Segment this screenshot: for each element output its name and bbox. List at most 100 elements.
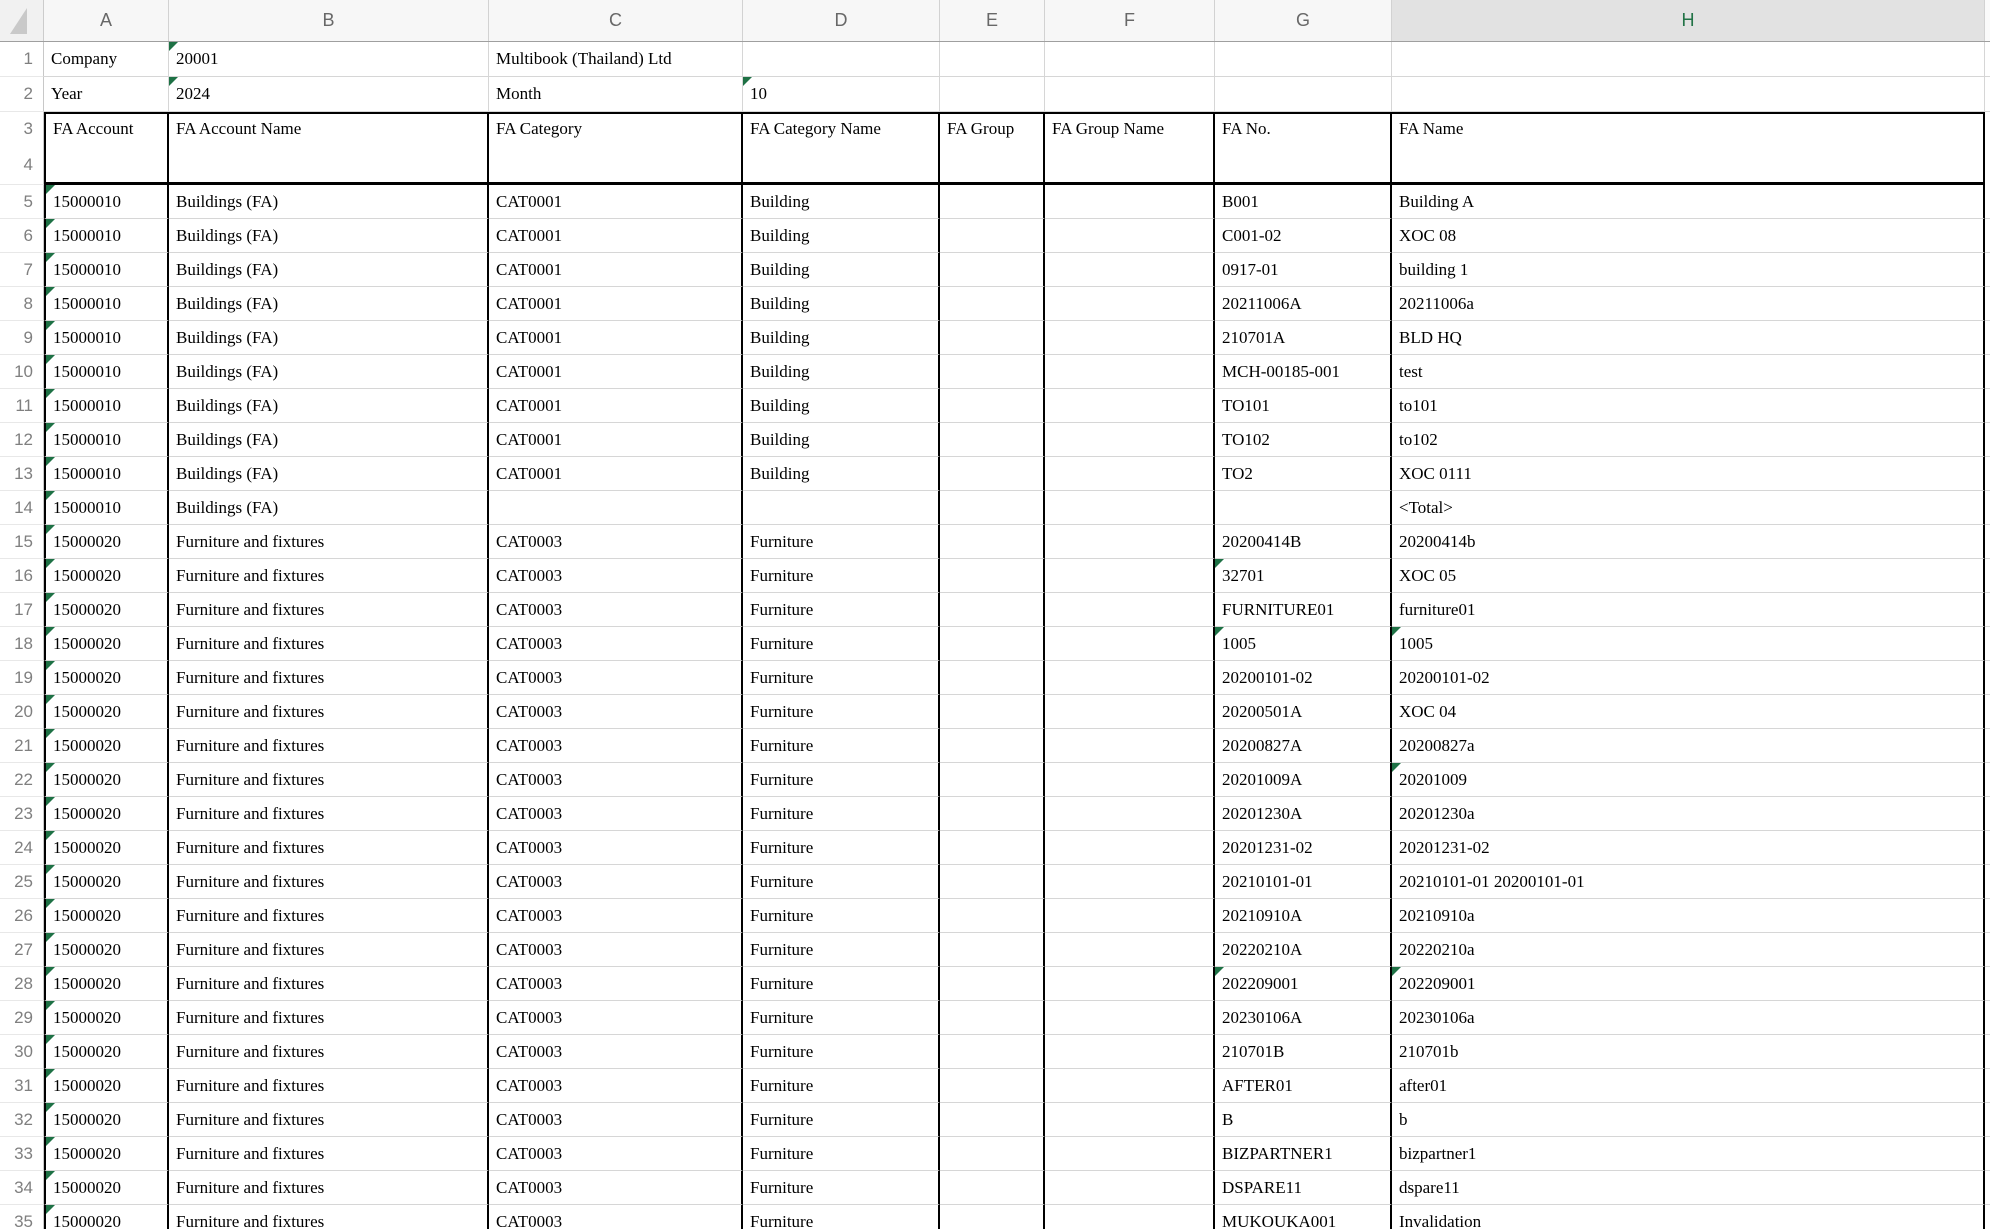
row-number-13[interactable]: 13: [0, 457, 44, 491]
cell-A7[interactable]: 15000010: [44, 253, 169, 287]
cell-A18[interactable]: 15000020: [44, 627, 169, 661]
cell-G28[interactable]: 202209001: [1215, 967, 1392, 1001]
cell-H32[interactable]: b: [1392, 1103, 1985, 1137]
cell-H33[interactable]: bizpartner1: [1392, 1137, 1985, 1171]
cell-F7[interactable]: [1045, 253, 1215, 287]
cell-F1[interactable]: [1045, 42, 1215, 77]
cell-F15[interactable]: [1045, 525, 1215, 559]
cell-E30[interactable]: [940, 1035, 1045, 1069]
cell-E32[interactable]: [940, 1103, 1045, 1137]
header-cell-E[interactable]: FA Group: [940, 112, 1045, 185]
cell-H9[interactable]: BLD HQ: [1392, 321, 1985, 355]
cell-F13[interactable]: [1045, 457, 1215, 491]
cell-G35[interactable]: MUKOUKA001: [1215, 1205, 1392, 1229]
cell-C22[interactable]: CAT0003: [489, 763, 743, 797]
cell-D34[interactable]: Furniture: [743, 1171, 940, 1205]
cell-D32[interactable]: Furniture: [743, 1103, 940, 1137]
cell-C29[interactable]: CAT0003: [489, 1001, 743, 1035]
cell-F16[interactable]: [1045, 559, 1215, 593]
cell-D8[interactable]: Building: [743, 287, 940, 321]
cell-B23[interactable]: Furniture and fixtures: [169, 797, 489, 831]
cell-C21[interactable]: CAT0003: [489, 729, 743, 763]
cell-F24[interactable]: [1045, 831, 1215, 865]
cell-D17[interactable]: Furniture: [743, 593, 940, 627]
cell-A14[interactable]: 15000010: [44, 491, 169, 525]
cell-E7[interactable]: [940, 253, 1045, 287]
cell-B11[interactable]: Buildings (FA): [169, 389, 489, 423]
cell-G5[interactable]: B001: [1215, 185, 1392, 219]
cell-F17[interactable]: [1045, 593, 1215, 627]
cell-D26[interactable]: Furniture: [743, 899, 940, 933]
column-header-E[interactable]: E: [940, 0, 1045, 41]
header-cell-A[interactable]: FA Account: [44, 112, 169, 185]
row-number-29[interactable]: 29: [0, 1001, 44, 1035]
cell-G20[interactable]: 20200501A: [1215, 695, 1392, 729]
cell-E20[interactable]: [940, 695, 1045, 729]
cell-B15[interactable]: Furniture and fixtures: [169, 525, 489, 559]
row-number-12[interactable]: 12: [0, 423, 44, 457]
cell-B22[interactable]: Furniture and fixtures: [169, 763, 489, 797]
row-number-1[interactable]: 1: [0, 42, 44, 77]
cell-G7[interactable]: 0917-01: [1215, 253, 1392, 287]
header-cell-D[interactable]: FA Category Name: [743, 112, 940, 185]
cell-G33[interactable]: BIZPARTNER1: [1215, 1137, 1392, 1171]
cell-B19[interactable]: Furniture and fixtures: [169, 661, 489, 695]
cell-A25[interactable]: 15000020: [44, 865, 169, 899]
cell-D23[interactable]: Furniture: [743, 797, 940, 831]
cell-D29[interactable]: Furniture: [743, 1001, 940, 1035]
cell-B33[interactable]: Furniture and fixtures: [169, 1137, 489, 1171]
cell-E24[interactable]: [940, 831, 1045, 865]
row-number-30[interactable]: 30: [0, 1035, 44, 1069]
cell-C14[interactable]: [489, 491, 743, 525]
cell-H34[interactable]: dspare11: [1392, 1171, 1985, 1205]
cell-B8[interactable]: Buildings (FA): [169, 287, 489, 321]
cell-B6[interactable]: Buildings (FA): [169, 219, 489, 253]
cell-D14[interactable]: [743, 491, 940, 525]
row-number-11[interactable]: 11: [0, 389, 44, 423]
row-number-2[interactable]: 2: [0, 77, 44, 112]
cell-E17[interactable]: [940, 593, 1045, 627]
cell-B32[interactable]: Furniture and fixtures: [169, 1103, 489, 1137]
cell-A8[interactable]: 15000010: [44, 287, 169, 321]
cell-B13[interactable]: Buildings (FA): [169, 457, 489, 491]
cell-C27[interactable]: CAT0003: [489, 933, 743, 967]
cell-A15[interactable]: 15000020: [44, 525, 169, 559]
cell-C9[interactable]: CAT0001: [489, 321, 743, 355]
header-cell-G[interactable]: FA No.: [1215, 112, 1392, 185]
cell-B2[interactable]: 2024: [169, 77, 489, 112]
cell-B28[interactable]: Furniture and fixtures: [169, 967, 489, 1001]
cell-A26[interactable]: 15000020: [44, 899, 169, 933]
cell-B24[interactable]: Furniture and fixtures: [169, 831, 489, 865]
cell-G34[interactable]: DSPARE11: [1215, 1171, 1392, 1205]
cell-A19[interactable]: 15000020: [44, 661, 169, 695]
cell-H19[interactable]: 20200101-02: [1392, 661, 1985, 695]
cell-B10[interactable]: Buildings (FA): [169, 355, 489, 389]
column-header-G[interactable]: G: [1215, 0, 1392, 41]
cell-F20[interactable]: [1045, 695, 1215, 729]
cell-A1[interactable]: Company: [44, 42, 169, 77]
cell-B30[interactable]: Furniture and fixtures: [169, 1035, 489, 1069]
cell-A35[interactable]: 15000020: [44, 1205, 169, 1229]
row-number-34[interactable]: 34: [0, 1171, 44, 1205]
cell-C28[interactable]: CAT0003: [489, 967, 743, 1001]
cell-D7[interactable]: Building: [743, 253, 940, 287]
cell-B27[interactable]: Furniture and fixtures: [169, 933, 489, 967]
cell-E19[interactable]: [940, 661, 1045, 695]
cell-A13[interactable]: 15000010: [44, 457, 169, 491]
cell-G13[interactable]: TO2: [1215, 457, 1392, 491]
cell-D31[interactable]: Furniture: [743, 1069, 940, 1103]
cell-H8[interactable]: 20211006a: [1392, 287, 1985, 321]
cell-B14[interactable]: Buildings (FA): [169, 491, 489, 525]
cell-C5[interactable]: CAT0001: [489, 185, 743, 219]
cell-D21[interactable]: Furniture: [743, 729, 940, 763]
cell-H16[interactable]: XOC 05: [1392, 559, 1985, 593]
cell-E12[interactable]: [940, 423, 1045, 457]
row-number-3[interactable]: 3: [23, 119, 33, 138]
cell-D24[interactable]: Furniture: [743, 831, 940, 865]
cell-E15[interactable]: [940, 525, 1045, 559]
cell-H22[interactable]: 20201009: [1392, 763, 1985, 797]
header-cell-F[interactable]: FA Group Name: [1045, 112, 1215, 185]
cell-G16[interactable]: 32701: [1215, 559, 1392, 593]
cell-A32[interactable]: 15000020: [44, 1103, 169, 1137]
cell-H15[interactable]: 20200414b: [1392, 525, 1985, 559]
